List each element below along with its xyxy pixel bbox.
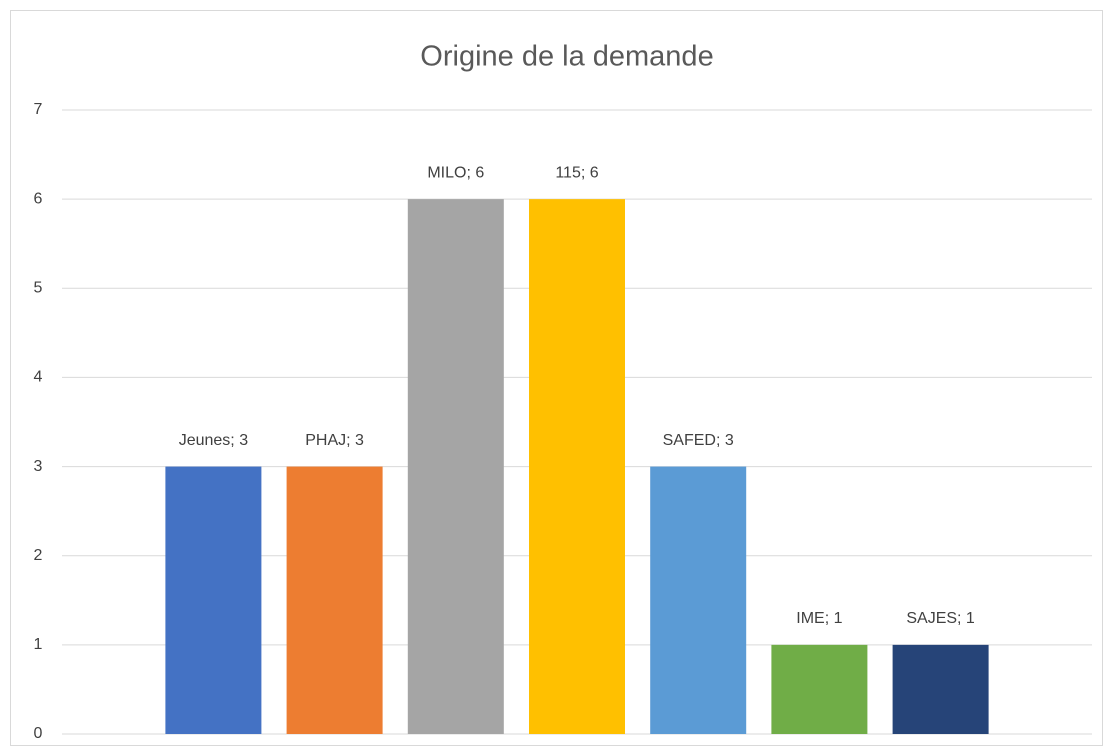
data-label: 115; 6 (555, 164, 598, 181)
y-tick-label: 7 (34, 101, 43, 118)
bar (165, 466, 262, 734)
bar (407, 199, 504, 735)
y-tick-label: 4 (34, 369, 43, 386)
bar (529, 199, 625, 735)
data-label: SAJES; 1 (906, 610, 975, 627)
y-tick-label: 0 (34, 725, 43, 742)
bar (286, 466, 383, 734)
chart-title: Origine de la demande (420, 41, 713, 73)
bar (771, 644, 868, 734)
data-label: IME; 1 (796, 610, 842, 627)
data-label: Jeunes; 3 (179, 432, 248, 449)
data-label: PHAJ; 3 (305, 432, 364, 449)
bar (892, 644, 989, 734)
data-label: MILO; 6 (427, 164, 484, 181)
y-tick-label: 1 (34, 636, 43, 653)
y-tick-label: 2 (34, 547, 43, 564)
y-tick-label: 6 (34, 190, 43, 207)
data-label: SAFED; 3 (663, 432, 734, 449)
y-tick-label: 3 (34, 458, 43, 475)
y-tick-label: 5 (34, 280, 43, 297)
bar (650, 466, 747, 734)
